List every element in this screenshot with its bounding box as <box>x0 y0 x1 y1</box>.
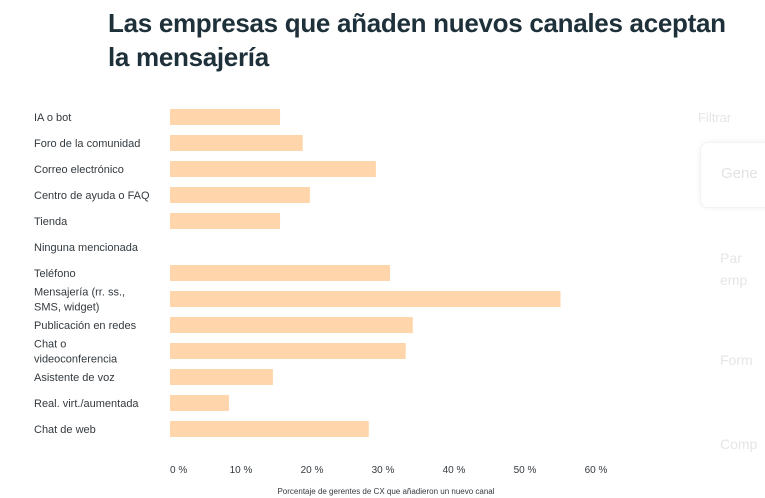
background-filter-label: Filtrar <box>698 110 732 125</box>
background-text-2: emp <box>720 272 748 288</box>
bar <box>170 161 376 177</box>
x-tick-label: 30 % <box>372 465 395 476</box>
x-axis-label: Porcentaje de gerentes de CX que añadier… <box>277 487 494 496</box>
bar <box>170 395 229 411</box>
bar <box>170 291 561 307</box>
x-tick-label: 10 % <box>230 465 253 476</box>
category-label: Ninguna mencionada <box>34 242 139 254</box>
category-label: Publicación en redes <box>34 320 137 332</box>
bar <box>170 369 273 385</box>
x-tick-label: 50 % <box>514 465 537 476</box>
x-axis-ticks: 0 % 10 % 20 % 30 % 40 % 50 % 60 % <box>170 465 608 476</box>
bar <box>170 213 281 229</box>
chart-title: Las empresas que añaden nuevos canales a… <box>108 8 726 72</box>
background-text-4: Comp <box>720 436 758 452</box>
bar <box>170 343 406 359</box>
bar <box>170 187 310 203</box>
bars <box>170 109 561 437</box>
category-label: Foro de la comunidad <box>34 138 140 150</box>
category-labels: IA o bot Foro de la comunidad Correo elect… <box>34 112 150 436</box>
x-tick-label: 40 % <box>443 465 466 476</box>
bar <box>170 317 413 333</box>
background-text-1: Par <box>720 250 742 266</box>
category-label: Chat de web <box>34 424 96 436</box>
category-label: Mensajería (rr. ss., SMS, widget) <box>34 287 125 314</box>
category-label: Chat o videoconferencia <box>34 339 118 366</box>
category-label: Centro de ayuda o FAQ <box>34 190 150 202</box>
category-label: Teléfono <box>34 268 76 280</box>
category-label: Real. virt./aumentada <box>34 398 139 410</box>
category-label: Correo electrónico <box>34 164 124 176</box>
bar <box>170 421 369 437</box>
category-label: Asistente de voz <box>34 372 115 384</box>
category-label: IA o bot <box>34 112 71 124</box>
x-tick-label: 0 % <box>170 465 187 476</box>
category-label: Tienda <box>34 216 68 228</box>
bar <box>170 109 281 125</box>
bar <box>170 265 391 281</box>
background-card: Gene <box>700 142 765 208</box>
x-tick-label: 60 % <box>585 465 608 476</box>
bar <box>170 135 303 151</box>
background-card-label: Gene <box>721 165 758 182</box>
background-text-3: Form <box>720 352 753 368</box>
x-tick-label: 20 % <box>301 465 324 476</box>
